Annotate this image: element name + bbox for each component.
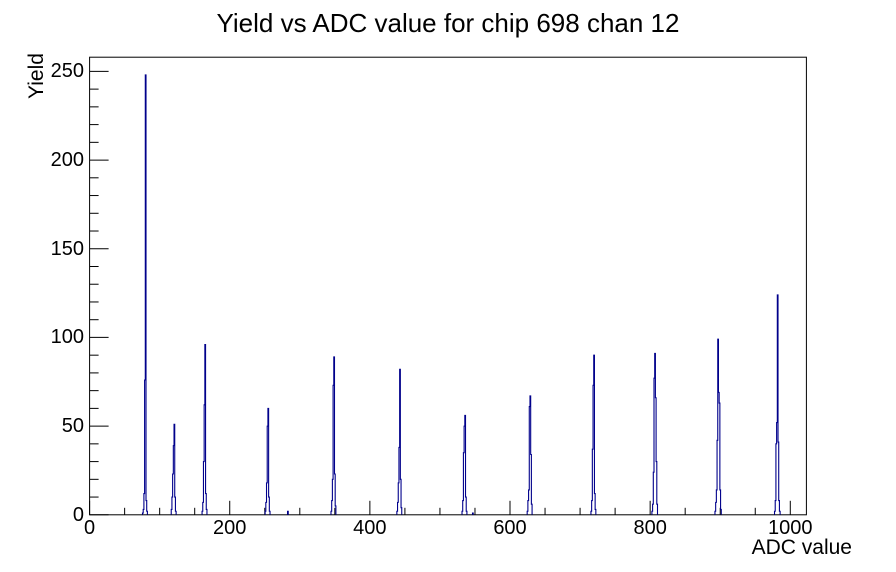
x-tick-label: 400 <box>353 517 387 539</box>
plot-frame <box>89 56 807 516</box>
y-tick-label: 250 <box>50 60 84 83</box>
histogram-line <box>141 74 781 515</box>
y-tick-label: 0 <box>72 503 84 526</box>
y-tick-label: 100 <box>50 326 84 349</box>
y-tick-label: 200 <box>50 149 84 172</box>
x-axis-title: ADC value <box>751 536 852 559</box>
x-tick-label: 200 <box>213 517 247 539</box>
x-tick-label: 1000 <box>768 517 813 539</box>
x-tick-label: 0 <box>84 517 96 539</box>
x-tick-label: 800 <box>633 517 667 539</box>
x-tick-label: 600 <box>493 517 527 539</box>
chart-title: Yield vs ADC value for chip 698 chan 12 <box>216 8 680 38</box>
y-tick-label: 150 <box>50 237 84 260</box>
y-axis-title: Yield <box>25 53 48 99</box>
y-tick-label: 50 <box>61 415 84 438</box>
